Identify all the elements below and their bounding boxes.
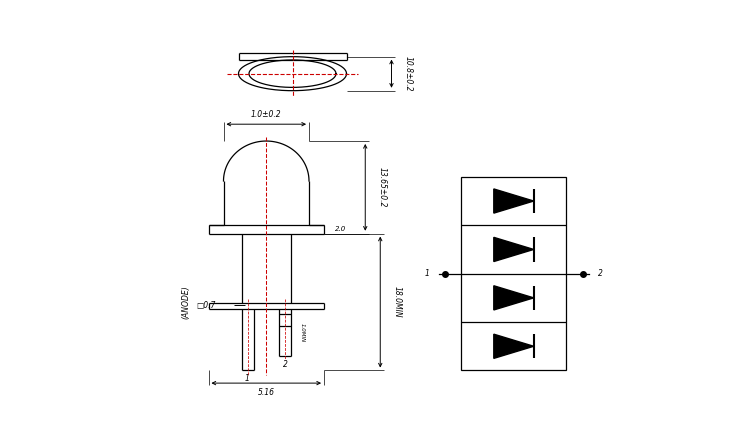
- Text: (ANODE): (ANODE): [182, 285, 190, 319]
- Text: 10.8±0.2: 10.8±0.2: [404, 56, 412, 91]
- Text: 1: 1: [245, 374, 250, 384]
- Text: 5.16: 5.16: [258, 388, 274, 397]
- Bar: [461, 177, 566, 370]
- Polygon shape: [494, 189, 534, 213]
- Text: 1.0±0.2: 1.0±0.2: [251, 110, 281, 120]
- Polygon shape: [494, 286, 534, 310]
- Text: 1: 1: [424, 269, 430, 278]
- Text: 2.0: 2.0: [335, 226, 346, 232]
- Text: 18.0MIN: 18.0MIN: [392, 286, 401, 318]
- Text: 1.0MIN: 1.0MIN: [300, 323, 305, 342]
- Text: □0.7: □0.7: [196, 301, 215, 310]
- Text: 13.65±0.2: 13.65±0.2: [377, 167, 386, 208]
- Polygon shape: [494, 237, 534, 261]
- Text: 2: 2: [283, 360, 287, 369]
- Text: 2: 2: [598, 269, 603, 278]
- Polygon shape: [494, 334, 534, 358]
